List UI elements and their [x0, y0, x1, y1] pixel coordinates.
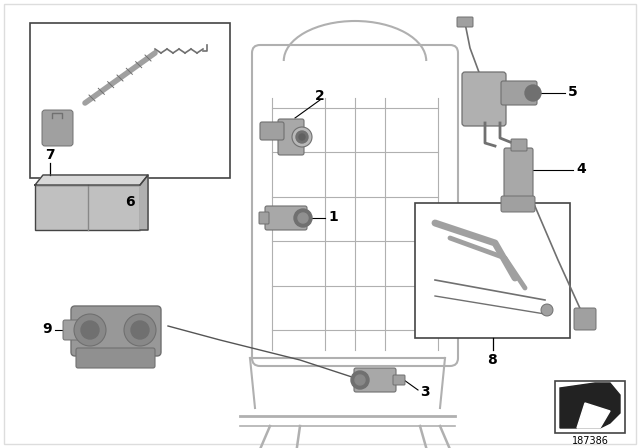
Text: 3: 3	[420, 385, 429, 399]
FancyBboxPatch shape	[504, 148, 533, 202]
Polygon shape	[577, 403, 610, 428]
Text: 8: 8	[488, 353, 497, 367]
Bar	[30, 23, 230, 178]
Polygon shape	[140, 175, 148, 230]
Bar	[415, 203, 570, 338]
Text: 7: 7	[45, 148, 55, 162]
Circle shape	[298, 213, 308, 223]
FancyBboxPatch shape	[265, 206, 307, 230]
Circle shape	[541, 304, 553, 316]
FancyBboxPatch shape	[260, 122, 284, 140]
Circle shape	[131, 321, 149, 339]
Circle shape	[525, 85, 541, 101]
Polygon shape	[35, 175, 148, 185]
FancyBboxPatch shape	[42, 110, 73, 146]
FancyBboxPatch shape	[462, 72, 506, 126]
Text: 2: 2	[315, 89, 325, 103]
FancyBboxPatch shape	[76, 348, 155, 368]
FancyBboxPatch shape	[501, 81, 537, 105]
Circle shape	[355, 375, 365, 385]
Circle shape	[124, 314, 156, 346]
Polygon shape	[560, 383, 620, 428]
Circle shape	[296, 131, 308, 143]
FancyBboxPatch shape	[393, 375, 405, 385]
Circle shape	[81, 321, 99, 339]
Circle shape	[299, 134, 305, 140]
Text: 6: 6	[125, 195, 135, 209]
FancyBboxPatch shape	[71, 306, 161, 356]
FancyBboxPatch shape	[278, 119, 304, 155]
FancyBboxPatch shape	[354, 368, 396, 392]
FancyBboxPatch shape	[35, 185, 140, 230]
Bar	[555, 381, 625, 433]
Text: 187386: 187386	[572, 436, 609, 446]
Text: 1: 1	[328, 210, 338, 224]
FancyBboxPatch shape	[574, 308, 596, 330]
Text: 4: 4	[576, 162, 586, 176]
Text: 5: 5	[568, 85, 578, 99]
Text: 9: 9	[42, 322, 52, 336]
Circle shape	[74, 314, 106, 346]
Circle shape	[351, 371, 369, 389]
FancyBboxPatch shape	[511, 139, 527, 151]
FancyBboxPatch shape	[501, 196, 535, 212]
Circle shape	[292, 127, 312, 147]
FancyBboxPatch shape	[259, 212, 269, 224]
FancyBboxPatch shape	[63, 320, 79, 340]
Circle shape	[294, 209, 312, 227]
FancyBboxPatch shape	[457, 17, 473, 27]
